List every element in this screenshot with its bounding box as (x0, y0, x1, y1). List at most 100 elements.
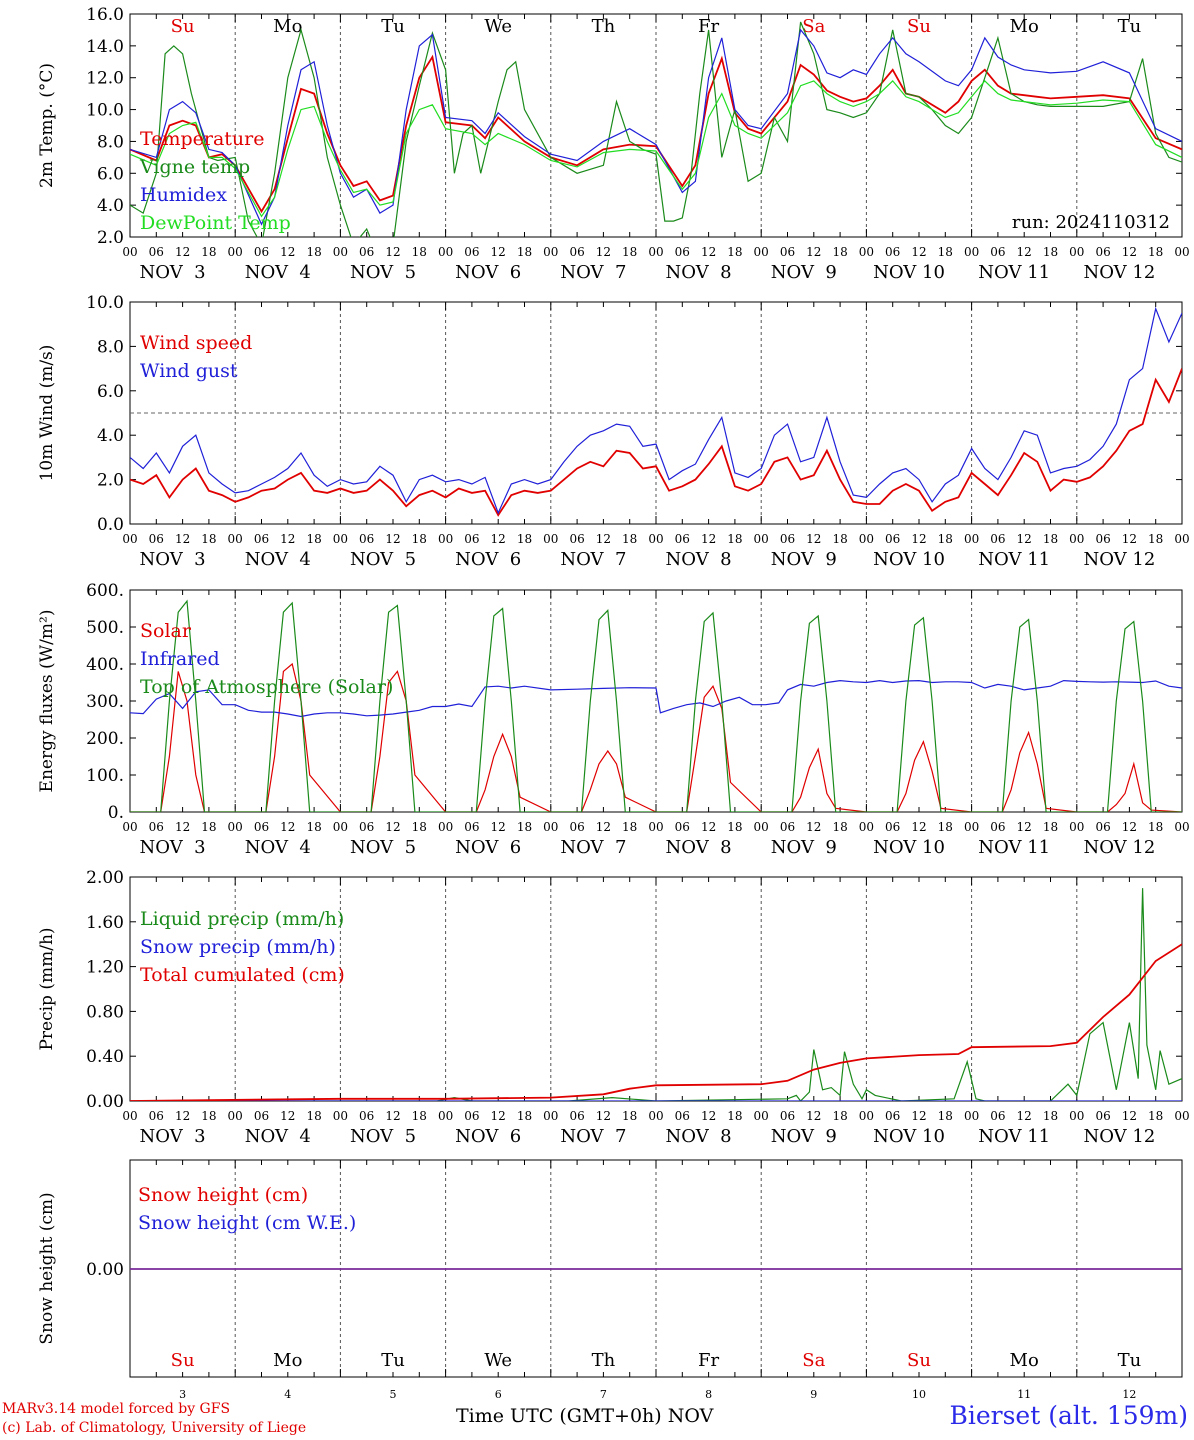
y-tick-label: 10.0 (86, 101, 124, 121)
x-day-label: Sa (802, 1350, 825, 1371)
y-tick-label: 500. (86, 618, 124, 638)
x-hour-label: 06 (254, 1109, 269, 1123)
x-hour-label: 12 (280, 1109, 295, 1123)
x-hour-label: 06 (990, 1109, 1005, 1123)
credit-line-1: MARv3.14 model forced by GFS (2, 1401, 231, 1417)
x-hour-label: 18 (306, 245, 321, 259)
x-hour-label: 00 (122, 245, 137, 259)
x-hour-label: 00 (648, 245, 663, 259)
x-hour-label: 00 (1069, 820, 1084, 834)
series-line-solar (130, 662, 1182, 812)
x-hour-label: 00 (543, 820, 558, 834)
legend-entry: Infrared (140, 648, 220, 670)
series-line-liquid-precip-mm-h- (130, 888, 1182, 1101)
y-tick-label: 100. (86, 766, 124, 786)
x-hour-label: 12 (385, 532, 400, 546)
x-hour-label: 00 (754, 1109, 769, 1123)
x-hour-label: 12 (701, 820, 716, 834)
y-tick-label: 1.20 (86, 958, 124, 978)
legend-entry: Total cumulated (cm) (140, 964, 345, 986)
x-hour-label: 06 (675, 245, 690, 259)
x-hour-label: 18 (938, 820, 953, 834)
x-day-number: 12 (1122, 1388, 1136, 1401)
x-hour-label: 18 (306, 820, 321, 834)
x-hour-label: 06 (675, 820, 690, 834)
legend-entry: Solar (140, 620, 192, 642)
legend-entry: Snow height (cm W.E.) (138, 1212, 356, 1234)
x-day-number: 3 (179, 1388, 186, 1401)
x-hour-label: 12 (1122, 532, 1137, 546)
x-hour-label: 06 (885, 532, 900, 546)
y-tick-label: 0.00 (86, 1092, 124, 1112)
x-hour-label: 12 (806, 532, 821, 546)
legend-entry: Humidex (140, 184, 227, 206)
x-hour-label: 18 (517, 820, 532, 834)
series-line-wind-speed (130, 368, 1182, 517)
legend-entry: DewPoint Temp (140, 212, 291, 234)
x-hour-label: 18 (727, 1109, 742, 1123)
x-day-label: Mo (1010, 1350, 1039, 1371)
x-hour-label: 06 (464, 1109, 479, 1123)
day-abbr-label: Su (171, 16, 195, 37)
x-date-label: NOV 4 (245, 837, 311, 858)
x-hour-label: 12 (701, 1109, 716, 1123)
x-hour-label: 00 (122, 820, 137, 834)
x-hour-label: 18 (201, 1109, 216, 1123)
day-abbr-label: Th (592, 16, 616, 37)
panel-1: 2.0 4.0 6.0 8.0 10.0 12.0 14.0 16.0 2m Temp. (°C… (37, 5, 1190, 283)
x-date-label: NOV 7 (560, 262, 626, 283)
legend-entry: Vigne temp (139, 156, 250, 178)
x-hour-label: 00 (859, 820, 874, 834)
x-hour-label: 18 (412, 820, 427, 834)
x-date-label: NOV 7 (560, 837, 626, 858)
x-hour-label: 18 (938, 1109, 953, 1123)
x-date-label: NOV 11 (978, 549, 1050, 570)
x-hour-label: 12 (596, 1109, 611, 1123)
x-hour-label: 12 (596, 820, 611, 834)
x-date-label: NOV 4 (245, 549, 311, 570)
x-hour-label: 18 (306, 532, 321, 546)
x-date-label: NOV 9 (771, 837, 837, 858)
x-hour-label: 18 (832, 245, 847, 259)
x-hour-label: 06 (990, 532, 1005, 546)
x-hour-label: 00 (228, 820, 243, 834)
y-tick-label: 12.0 (86, 69, 124, 89)
x-date-label: NOV 6 (455, 837, 521, 858)
x-day-label: We (484, 1350, 512, 1371)
x-hour-label: 06 (464, 245, 479, 259)
x-hour-label: 06 (464, 820, 479, 834)
series-line-top-of-atmosphere-solar- (130, 599, 1182, 812)
x-hour-label: 00 (333, 245, 348, 259)
x-hour-label: 00 (333, 1109, 348, 1123)
x-hour-label: 00 (228, 245, 243, 259)
y-axis-title: Energy fluxes (W/m²) (37, 610, 57, 793)
x-hour-label: 00 (438, 1109, 453, 1123)
x-hour-label: 00 (964, 820, 979, 834)
x-date-label: NOV 11 (978, 1126, 1050, 1147)
x-date-label: NOV 10 (873, 837, 945, 858)
x-day-number: 8 (705, 1388, 712, 1401)
y-tick-label: 2.00 (86, 868, 124, 888)
x-date-label: NOV 12 (1083, 1126, 1155, 1147)
x-hour-label: 12 (911, 532, 926, 546)
x-date-label: NOV 10 (873, 262, 945, 283)
x-hour-label: 12 (1017, 532, 1032, 546)
day-abbr-label: Tu (1118, 16, 1142, 37)
x-hour-label: 12 (1017, 820, 1032, 834)
x-hour-label: 06 (569, 820, 584, 834)
x-hour-label: 00 (1174, 532, 1189, 546)
x-date-label: NOV 8 (666, 262, 732, 283)
day-abbr-label: Mo (1010, 16, 1039, 37)
legend-entry: Top of Atmosphere (Solar) (140, 676, 393, 698)
y-tick-label: 2.0 (97, 471, 124, 491)
x-day-number: 6 (495, 1388, 502, 1401)
x-hour-label: 18 (832, 820, 847, 834)
x-date-label: NOV 3 (140, 262, 206, 283)
x-date-label: NOV 8 (666, 549, 732, 570)
x-date-label: NOV 11 (978, 262, 1050, 283)
series-line-wind-gust (130, 306, 1182, 515)
x-hour-label: 06 (149, 245, 164, 259)
y-tick-label: 0.00 (86, 1260, 124, 1280)
x-date-label: NOV 6 (455, 262, 521, 283)
x-hour-label: 18 (938, 245, 953, 259)
